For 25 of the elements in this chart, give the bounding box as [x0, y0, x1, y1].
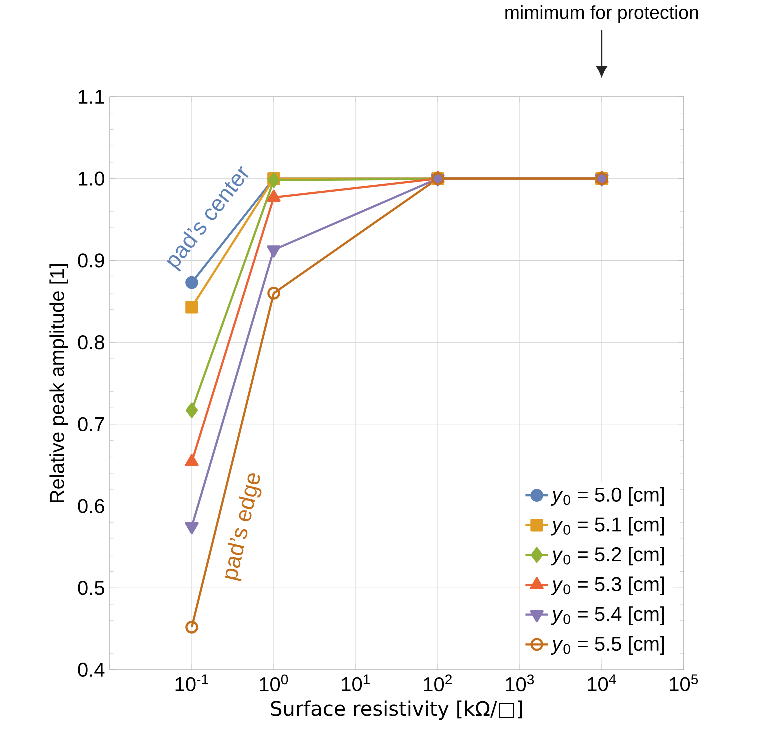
legend-label: y$_{0}$ = 5.4 [cm] — [551, 606, 664, 626]
legend-label: y$_{0}$ = 5.5 [cm] — [551, 636, 664, 656]
y-tick-label: 0.7 — [78, 417, 104, 432]
y-tick-label: 0.5 — [78, 581, 104, 596]
x-tick-label: 10$^{5}$ — [670, 674, 698, 692]
x-axis-title: Surface resistivity [kΩ/□] — [271, 700, 522, 720]
legend-label: y$_{0}$ = 5.1 [cm] — [551, 517, 664, 536]
x-tick-label: 10$^{4}$ — [588, 674, 616, 692]
y-tick-label: 0.4 — [78, 662, 105, 678]
x-tick-label: 10$^{3}$ — [506, 674, 534, 692]
legend-label: y$_{0}$ = 5.3 [cm] — [551, 576, 664, 596]
y-tick-label: 0.8 — [78, 335, 104, 350]
y-tick-label: 1.1 — [79, 90, 104, 104]
y-tick-label: 1.0 — [79, 172, 104, 186]
x-tick-label: 10$^{2}$ — [424, 674, 452, 692]
legend-label: y$_{0}$ = 5.0 [cm] — [551, 487, 664, 506]
y-tick-label: 0.9 — [78, 254, 104, 268]
legend-label: y$_{0}$ = 5.2 [cm] — [551, 546, 664, 566]
x-tick-label: 10$^{1}$ — [342, 674, 370, 692]
text: mimimum for protection — [506, 6, 698, 23]
annotation: pad’s edge — [225, 474, 262, 582]
x-tick-label: 10$^{0}$ — [260, 674, 288, 692]
x-tick-label: 10$^{-1}$ — [176, 674, 208, 692]
y-tick-label: 0.6 — [78, 499, 104, 514]
y-axis-title: Relative peak amplitude [1] — [50, 264, 68, 502]
